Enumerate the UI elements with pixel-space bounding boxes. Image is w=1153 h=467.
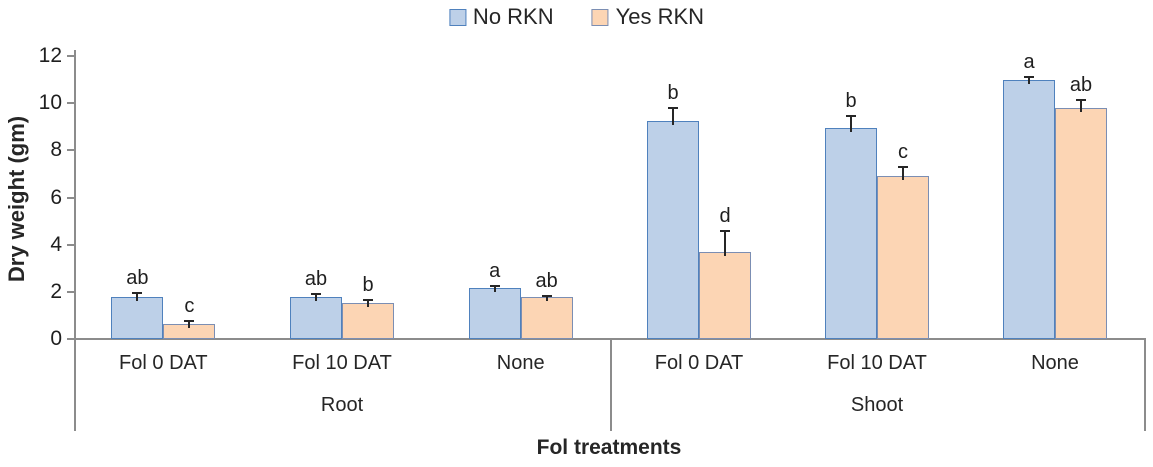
y-tick-label: 2: [50, 279, 62, 303]
error-bar-cap: [846, 115, 856, 118]
significance-letter: ab: [126, 267, 149, 289]
significance-letter: ab: [304, 268, 328, 291]
significance-letter: a: [1023, 51, 1035, 74]
error-bar-cap: [1076, 98, 1086, 101]
error-bar-stem: [367, 299, 369, 307]
error-bar-cap: [1024, 76, 1034, 79]
y-tick-mark: [67, 149, 74, 152]
error-bar-cap: [720, 229, 730, 232]
error-bar-stem: [1028, 76, 1030, 84]
y-tick-mark: [67, 55, 74, 57]
bar-no-rkn[interactable]: [468, 288, 521, 339]
significance-letter: c: [898, 140, 908, 163]
category-label: None: [1031, 352, 1079, 374]
error-bar-stem: [1080, 98, 1082, 113]
bar-yes-rkn[interactable]: [342, 302, 394, 339]
error-bar-stem: [493, 284, 496, 293]
legend-swatch-yes-rkn-icon: [591, 8, 609, 26]
significance-letter: a: [489, 259, 501, 282]
significance-letter: c: [184, 294, 195, 317]
error-bar-stem: [188, 319, 191, 328]
bar-yes-rkn[interactable]: [699, 251, 751, 339]
bar-no-rkn[interactable]: [825, 128, 877, 339]
legend: No RKN Yes RKN: [448, 4, 705, 30]
legend-item-yes-rkn[interactable]: Yes RKN: [591, 4, 705, 30]
y-tick-label: 6: [50, 185, 62, 209]
error-bar-cap: [363, 299, 373, 302]
y-tick-label: 10: [38, 91, 62, 115]
error-bar-cap: [541, 294, 552, 297]
y-tick-label: 4: [50, 232, 62, 256]
error-bar-stem: [672, 106, 674, 126]
bar-no-rkn[interactable]: [111, 296, 164, 339]
legend-label-no-rkn: No RKN: [472, 4, 554, 29]
error-bar-cap: [184, 319, 195, 322]
y-tick-mark: [67, 290, 74, 293]
y-tick-mark: [67, 338, 74, 340]
error-bar-cap: [132, 292, 143, 294]
bar-yes-rkn[interactable]: [877, 176, 929, 339]
error-bar-cap: [489, 284, 500, 287]
category-separator-line: [74, 338, 76, 431]
error-bar-stem: [315, 293, 317, 301]
error-bar-stem: [724, 229, 726, 256]
significance-letter: b: [362, 274, 374, 297]
bar-no-rkn[interactable]: [290, 296, 342, 339]
category-label: Fol 10 DAT: [827, 352, 927, 374]
bar-no-rkn[interactable]: [1003, 79, 1055, 339]
x-axis-line: [74, 338, 1145, 340]
y-tick-mark: [67, 102, 74, 105]
significance-letter: ab: [535, 269, 558, 292]
error-bar-stem: [545, 294, 548, 301]
y-tick-label: 0: [50, 327, 62, 350]
y-tick-label: 12: [38, 44, 62, 67]
error-bar-cap: [311, 293, 321, 296]
significance-letter: ab: [1069, 73, 1093, 96]
bar-yes-rkn[interactable]: [520, 296, 573, 339]
legend-label-yes-rkn: Yes RKN: [615, 4, 705, 29]
error-bar-cap: [898, 165, 908, 168]
legend-item-no-rkn[interactable]: No RKN: [448, 4, 554, 30]
bar-no-rkn[interactable]: [647, 121, 699, 339]
y-tick-mark: [67, 243, 74, 246]
significance-letter: b: [845, 90, 857, 113]
error-bar-stem: [902, 165, 904, 181]
legend-swatch-no-rkn-icon: [448, 8, 466, 26]
error-bar-stem: [850, 115, 852, 133]
category-separator-line: [610, 338, 612, 431]
y-tick-mark: [67, 196, 74, 199]
significance-letter: b: [667, 81, 679, 104]
significance-letter: d: [719, 204, 731, 227]
category-label: Fol 10 DAT: [292, 352, 392, 374]
category-group-label: Shoot: [850, 394, 904, 416]
category-label: Fol 0 DAT: [119, 352, 208, 374]
category-separator-line: [1144, 338, 1146, 431]
x-axis-title: Fol treatments: [536, 436, 682, 459]
error-bar-stem: [136, 292, 139, 301]
category-label: None: [496, 352, 545, 374]
category-group-label: Root: [320, 394, 364, 416]
y-tick-label: 8: [50, 138, 62, 162]
error-bar-cap: [668, 106, 678, 109]
category-label: Fol 0 DAT: [654, 352, 744, 374]
bar-yes-rkn[interactable]: [1055, 108, 1107, 339]
y-axis-line: [74, 50, 76, 431]
